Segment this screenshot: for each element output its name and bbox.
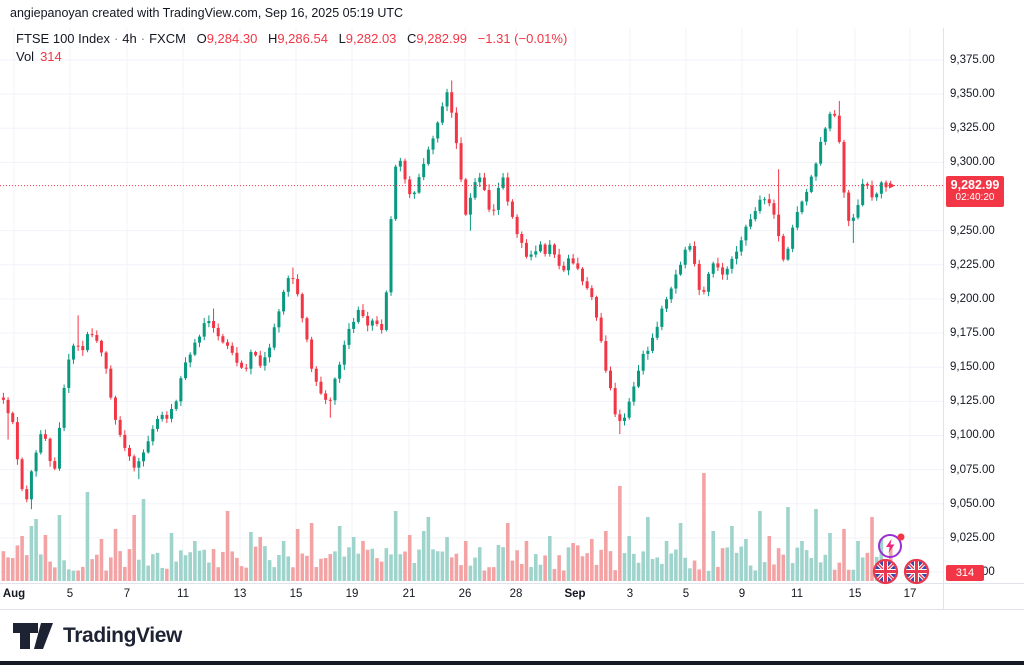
close-value: 9,282.99	[416, 31, 468, 46]
window-bottom-edge	[0, 661, 1024, 665]
date-tick: 5	[682, 588, 690, 600]
date-tick: 11	[791, 588, 803, 600]
uk-flag-badge-icon	[903, 558, 930, 585]
low-value: 9,282.03	[345, 31, 397, 46]
date-tick: 15	[289, 588, 303, 600]
date-tick: 11	[177, 588, 189, 600]
price-tick: 9,025.00	[950, 531, 995, 544]
date-tick: 9	[738, 588, 746, 600]
legend-separator: ·	[140, 31, 146, 46]
volume-bars	[1, 473, 893, 581]
tradingview-logo[interactable]: TradingView	[12, 622, 182, 650]
price-tick: 9,250.00	[950, 224, 995, 237]
open-value: 9,284.30	[206, 31, 258, 46]
open-key: O	[196, 31, 207, 46]
attribution-text: angiepanoyan created with TradingView.co…	[10, 6, 404, 20]
price-tick: 9,150.00	[950, 361, 995, 374]
date-tick: 28	[509, 588, 523, 600]
last-price-line	[0, 182, 943, 189]
volume-value: 314	[40, 49, 62, 64]
volume-key: Vol	[16, 49, 35, 64]
date-tick: 13	[233, 588, 247, 600]
price-tick: 9,300.00	[950, 156, 995, 169]
date-tick: 3	[626, 588, 634, 600]
volume-legend[interactable]: Vol 314	[16, 49, 62, 64]
lightning-badge-icon[interactable]	[876, 531, 906, 561]
uk-flag-badge-icon	[872, 558, 899, 585]
date-tick: 17	[903, 588, 917, 600]
change-value: −1.31 (−0.01%)	[477, 31, 568, 46]
price-tick: 9,175.00	[950, 327, 995, 340]
chart-bottom-border	[0, 609, 1024, 610]
interval-label[interactable]: 4h	[122, 31, 137, 46]
price-tick: 9,075.00	[950, 463, 995, 476]
last-price-label: 9,282.99 02:40:20	[946, 175, 1004, 207]
date-tick: Sep	[564, 588, 586, 600]
high-value: 9,286.54	[277, 31, 328, 46]
price-tick: 9,100.00	[950, 429, 995, 442]
price-tick: 9,125.00	[950, 395, 995, 408]
date-tick: 19	[345, 588, 359, 600]
price-axis-border	[943, 28, 944, 609]
date-tick: 21	[402, 588, 416, 600]
tradingview-logo-text: TradingView	[63, 624, 182, 647]
bar-countdown: 02:40:20	[955, 191, 995, 203]
chart-legend[interactable]: FTSE 100 Index · 4h · FXCM O9,284.30 H9,286.…	[16, 31, 567, 46]
tradingview-logo-mark	[13, 623, 53, 649]
close-key: C	[407, 31, 417, 46]
price-tick: 9,200.00	[950, 292, 995, 305]
price-tick: 9,050.00	[950, 497, 995, 510]
time-axis-border	[0, 583, 1024, 584]
date-tick: 7	[123, 588, 131, 600]
grid-lines	[0, 28, 943, 583]
date-tick: Aug	[2, 588, 26, 600]
candlesticks	[1, 80, 893, 510]
last-price-value: 9,282.99	[950, 177, 1000, 192]
price-tick: 9,325.00	[950, 122, 995, 135]
date-tick: 26	[458, 588, 472, 600]
price-tick: 9,375.00	[950, 54, 995, 66]
exchange-label: FXCM	[149, 31, 186, 46]
price-tick: 9,350.00	[950, 88, 995, 101]
symbol-title[interactable]: FTSE 100 Index	[16, 31, 110, 46]
high-key: H	[267, 31, 278, 46]
legend-separator: ·	[113, 31, 119, 46]
date-tick: 15	[848, 588, 862, 600]
date-tick: 5	[66, 588, 74, 600]
volume-axis-label: 314	[946, 565, 984, 581]
low-key: L	[338, 31, 346, 46]
price-tick: 9,225.00	[950, 258, 995, 271]
